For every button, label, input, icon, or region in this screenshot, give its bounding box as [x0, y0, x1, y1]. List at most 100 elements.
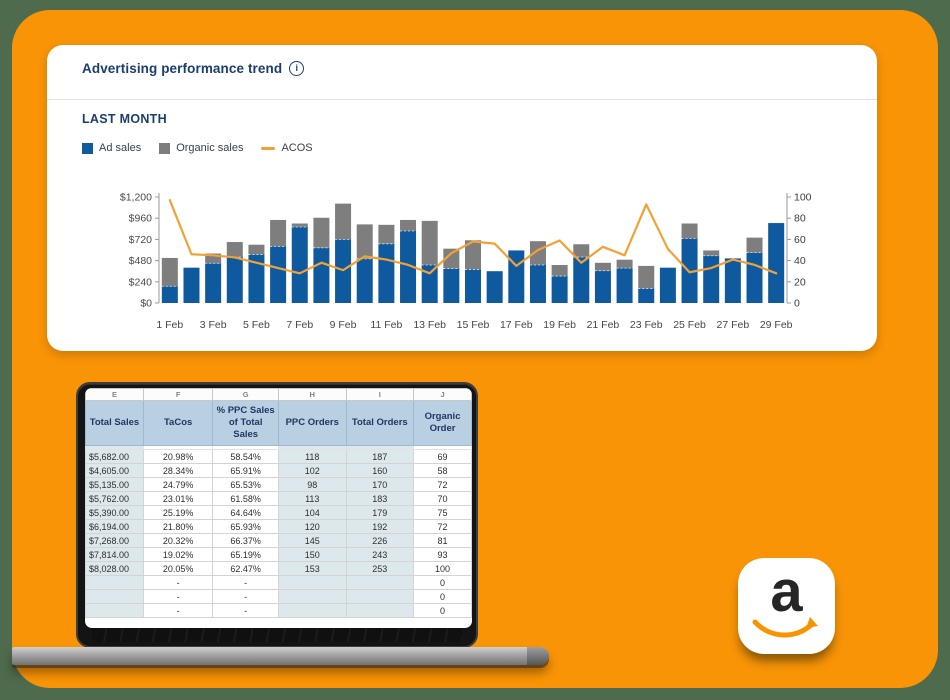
- x-axis-date-label: 27 Feb: [717, 319, 750, 331]
- x-axis-date-label: 13 Feb: [413, 319, 446, 331]
- legend-item-acos[interactable]: ACOS: [261, 142, 313, 154]
- bar-ad-sales: [248, 254, 265, 303]
- table-cell: [277, 589, 347, 604]
- bar-ad-sales: [400, 231, 417, 303]
- x-axis-date-label: 15 Feb: [457, 319, 490, 331]
- data-row: $5,682.00 20.98% 58.54% 118 187 69: [85, 449, 472, 464]
- table-cell: 70: [413, 491, 472, 506]
- card-divider: [47, 99, 877, 100]
- table-cell: 20.98%: [142, 449, 214, 464]
- table-cell: 62.47%: [212, 561, 279, 576]
- bar-ad-sales: [529, 265, 546, 303]
- bar-ad-sales: [270, 246, 287, 303]
- table-cell: 179: [345, 505, 415, 520]
- table-cell: 21.80%: [142, 519, 214, 534]
- table-cell: $8,028.00: [85, 561, 144, 576]
- table-cell: $5,390.00: [85, 505, 144, 520]
- right-axis-tick-label: 60: [794, 234, 806, 246]
- table-cell: 75: [413, 505, 472, 520]
- bar-organic-sales: [205, 253, 222, 264]
- table-cell: 145: [277, 533, 347, 548]
- x-axis-date-label: 3 Feb: [200, 319, 227, 331]
- table-cell: 253: [345, 561, 415, 576]
- legend-label: ACOS: [281, 142, 313, 154]
- table-cell: 69: [413, 449, 472, 464]
- bar-ad-sales: [205, 263, 222, 303]
- bar-ad-sales: [638, 288, 655, 303]
- bar-ad-sales: [226, 257, 243, 303]
- card-title: Advertising performance trend: [82, 61, 283, 76]
- bar-ad-sales: [616, 268, 633, 303]
- legend-item-ad-sales[interactable]: Ad sales: [82, 142, 141, 154]
- organic-sales-swatch-icon: [159, 142, 171, 154]
- card-title-row: Advertising performance trend i: [82, 61, 305, 76]
- table-cell: 118: [277, 449, 347, 464]
- left-axis-tick-label: $240: [129, 276, 153, 288]
- bar-organic-sales: [746, 237, 763, 253]
- table-cell: 192: [345, 519, 415, 534]
- table-cell: 61.58%: [212, 491, 279, 506]
- bar-ad-sales: [313, 247, 330, 303]
- x-axis-date-label: 9 Feb: [330, 319, 357, 331]
- table-cell: $5,762.00: [85, 491, 144, 506]
- data-row: $5,762.00 23.01% 61.58% 113 183 70: [85, 491, 472, 506]
- table-cell: [345, 575, 415, 590]
- table-cell: [345, 589, 415, 604]
- advertising-performance-card: Advertising performance trend i LAST MON…: [47, 45, 877, 351]
- header-cell: % PPC Sales of Total Sales: [212, 400, 279, 446]
- spreadsheet-table: E F G H I J Total Sales TaCos% PPC Sales of Tot…: [85, 388, 472, 618]
- table-cell: -: [142, 575, 214, 590]
- bar-organic-sales: [226, 242, 243, 258]
- table-cell: 20.32%: [142, 533, 214, 548]
- x-axis-date-label: 1 Feb: [156, 319, 183, 331]
- left-axis-tick-label: $0: [140, 298, 152, 310]
- header-row: Total Sales TaCos% PPC Sales of Total Sal…: [85, 400, 472, 446]
- bar-organic-sales: [465, 240, 481, 270]
- bar-ad-sales: [378, 243, 395, 303]
- data-row: -- 0: [85, 589, 472, 604]
- table-cell: 187: [345, 449, 415, 464]
- bar-organic-sales: [616, 259, 633, 269]
- left-axis-tick-label: $720: [129, 234, 153, 246]
- table-cell: $5,135.00: [85, 477, 144, 492]
- data-row: $7,268.00 20.32% 66.37% 145 226 81: [85, 533, 472, 548]
- table-cell: 72: [413, 477, 472, 492]
- legend-label: Organic sales: [176, 142, 244, 154]
- bar-organic-sales: [551, 265, 568, 277]
- table-cell: 120: [277, 519, 347, 534]
- bar-organic-sales: [573, 244, 590, 258]
- bar-ad-sales: [421, 265, 438, 303]
- table-cell: [277, 575, 347, 590]
- table-cell: 20.05%: [142, 561, 214, 576]
- table-cell: 160: [345, 463, 415, 478]
- table-cell: 113: [277, 491, 347, 506]
- bar-ad-sales: [443, 268, 460, 303]
- x-axis-date-label: 17 Feb: [500, 319, 533, 331]
- table-cell: 72: [413, 519, 472, 534]
- table-cell: [345, 603, 415, 618]
- bar-ad-sales: [659, 267, 676, 303]
- table-cell: [277, 603, 347, 618]
- table-cell: 65.93%: [212, 519, 279, 534]
- table-cell: 25.19%: [142, 505, 214, 520]
- x-axis-date-label: 19 Feb: [543, 319, 576, 331]
- bar-organic-sales: [594, 262, 611, 271]
- data-row: $7,814.00 19.02% 65.19% 150 243 93: [85, 547, 472, 562]
- bar-organic-sales: [270, 219, 287, 247]
- table-cell: 100: [413, 561, 472, 576]
- bar-ad-sales: [161, 286, 178, 303]
- bar-ad-sales: [291, 227, 308, 303]
- acos-line: [168, 199, 778, 275]
- table-cell: $7,268.00: [85, 533, 144, 548]
- table-cell: 98: [277, 477, 347, 492]
- legend-item-organic-sales[interactable]: Organic sales: [159, 142, 243, 154]
- laptop-base: [12, 647, 549, 665]
- bar-ad-sales: [573, 257, 590, 303]
- info-icon[interactable]: i: [289, 61, 305, 76]
- spreadsheet-screen: E F G H I J Total Sales TaCos% PPC Sales of Tot…: [85, 388, 472, 628]
- table-cell: $6,194.00: [85, 519, 144, 534]
- bar-ad-sales: [594, 270, 611, 303]
- data-row: -- 0: [85, 603, 472, 618]
- bar-ad-sales: [508, 250, 525, 303]
- x-axis-date-label: 29 Feb: [760, 319, 793, 331]
